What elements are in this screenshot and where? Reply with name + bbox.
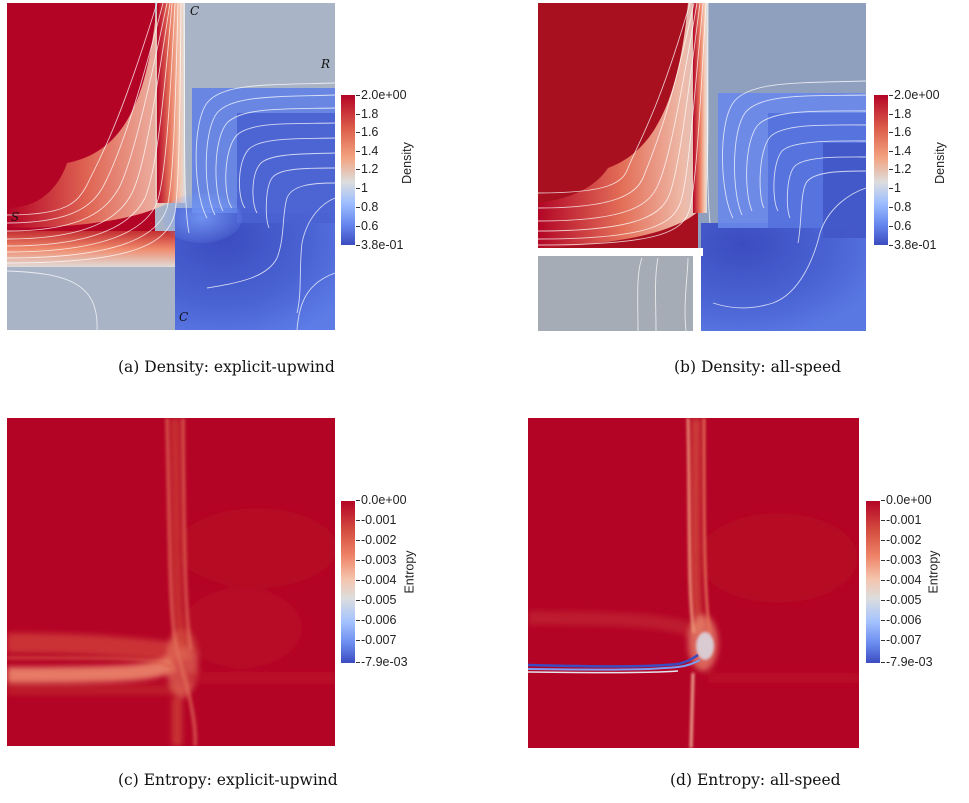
colorbar-tick: -7.9e-03: [356, 655, 408, 669]
colorbar-tick: 1.2: [888, 162, 912, 176]
entropy-colorbar: [866, 501, 880, 663]
colorbar-tick: 2.0e+00: [889, 88, 940, 102]
label-c-top: C: [190, 4, 200, 18]
colorbar-tick: 3.8e-01: [355, 238, 404, 252]
colorbar-tick: 1.4: [355, 144, 379, 158]
density-colorbar: [874, 95, 888, 245]
colorbar-tick: -0.007: [355, 633, 397, 647]
colorbar-tick: -0.003: [355, 553, 397, 567]
colorbar-tick: 0.8: [888, 200, 912, 214]
colorbar-tick: -0.003: [880, 553, 922, 567]
colorbar-tick: -0.007: [880, 633, 922, 647]
colorbar-tick: 2.0e+00: [356, 88, 407, 102]
density-plot-all-speed: [538, 3, 866, 331]
label-s: S: [11, 210, 20, 224]
entropy-plot-explicit-upwind: [7, 418, 335, 746]
colorbar-tick: 1.8: [355, 107, 379, 121]
colorbar-tick: -0.002: [355, 533, 397, 547]
colorbar-tick: -0.001: [880, 513, 922, 527]
colorbar-tick: 1: [889, 181, 901, 195]
colorbar-tick: -0.005: [880, 593, 922, 607]
colorbar-tick: -0.004: [880, 573, 922, 587]
caption-b: (b) Density: all-speed: [674, 358, 842, 376]
colorbar-title: Density: [399, 142, 414, 184]
density-colorbar: [341, 95, 355, 245]
colorbar-tick: -0.006: [355, 613, 397, 627]
colorbar-tick: 0.0e+00: [356, 493, 407, 507]
caption-a: (a) Density: explicit-upwind: [118, 358, 335, 376]
colorbar-tick: -0.006: [880, 613, 922, 627]
colorbar-tick: -7.9e-03: [881, 655, 933, 669]
caption-c: (c) Entropy: explicit-upwind: [118, 771, 338, 789]
colorbar-tick: 1.6: [888, 125, 912, 139]
colorbar-tick: -0.002: [880, 533, 922, 547]
colorbar-tick: 0.8: [355, 200, 379, 214]
colorbar-tick: 0.6: [888, 219, 912, 233]
colorbar-tick: 1.8: [888, 107, 912, 121]
colorbar-tick: 1.2: [355, 162, 379, 176]
colorbar-title: Entropy: [402, 550, 417, 594]
colorbar-tick: 0.0e+00: [881, 493, 932, 507]
colorbar-title: Density: [932, 142, 947, 184]
colorbar-tick: -0.001: [355, 513, 397, 527]
colorbar-title: Entropy: [926, 550, 941, 594]
label-c-bottom: C: [179, 310, 189, 324]
colorbar-tick: 1: [356, 181, 368, 195]
colorbar-tick: 3.8e-01: [888, 238, 937, 252]
colorbar-tick: 1.4: [888, 144, 912, 158]
colorbar-tick: 0.6: [355, 219, 379, 233]
colorbar-tick: -0.005: [355, 593, 397, 607]
entropy-colorbar: [341, 501, 355, 663]
caption-d: (d) Entropy: all-speed: [670, 771, 841, 789]
colorbar-tick: 1.6: [355, 125, 379, 139]
colorbar-tick: -0.004: [355, 573, 397, 587]
density-plot-explicit-upwind: [7, 3, 335, 330]
label-r: R: [321, 57, 331, 71]
entropy-plot-all-speed: [528, 418, 859, 748]
